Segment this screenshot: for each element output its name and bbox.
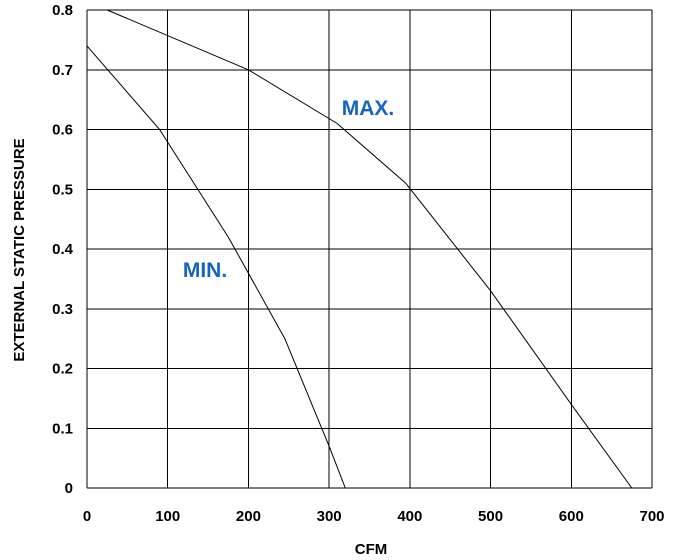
y-tick-label: 0.3 (52, 301, 73, 318)
x-tick-label: 0 (83, 508, 91, 525)
y-tick-label: 0.4 (52, 241, 74, 258)
x-tick-label: 200 (236, 508, 261, 525)
x-tick-label: 700 (639, 508, 664, 525)
y-axis-title: EXTERNAL STATIC PRESSURE (11, 138, 28, 361)
y-tick-label: 0.5 (52, 181, 73, 198)
series-line-min (86, 45, 346, 489)
x-tick-label: 600 (559, 508, 584, 525)
y-tick-labels: 0 0.1 0.2 0.3 0.4 0.5 0.6 0.7 0.8 (52, 2, 74, 497)
y-tick-label: 0.1 (52, 420, 73, 437)
y-tick-label: 0.7 (52, 62, 73, 79)
x-tick-label: 300 (317, 508, 342, 525)
y-tick-label: 0.2 (52, 361, 73, 378)
series-label-min: MIN. (183, 259, 227, 282)
x-tick-label: 400 (397, 508, 422, 525)
series-labels: MAX. MIN. (183, 97, 394, 282)
grid (86, 9, 653, 489)
y-tick-label: 0 (65, 480, 73, 497)
series-layer (86, 9, 633, 489)
x-tick-label: 100 (155, 508, 180, 525)
x-tick-labels: 0 100 200 300 400 500 600 700 (83, 508, 665, 525)
series-line-max (107, 9, 633, 489)
series-label-max: MAX. (342, 97, 395, 120)
x-axis-title: CFM (355, 541, 388, 558)
y-tick-label: 0.8 (52, 2, 73, 19)
x-tick-label: 500 (478, 508, 503, 525)
y-tick-label: 0.6 (52, 122, 73, 139)
